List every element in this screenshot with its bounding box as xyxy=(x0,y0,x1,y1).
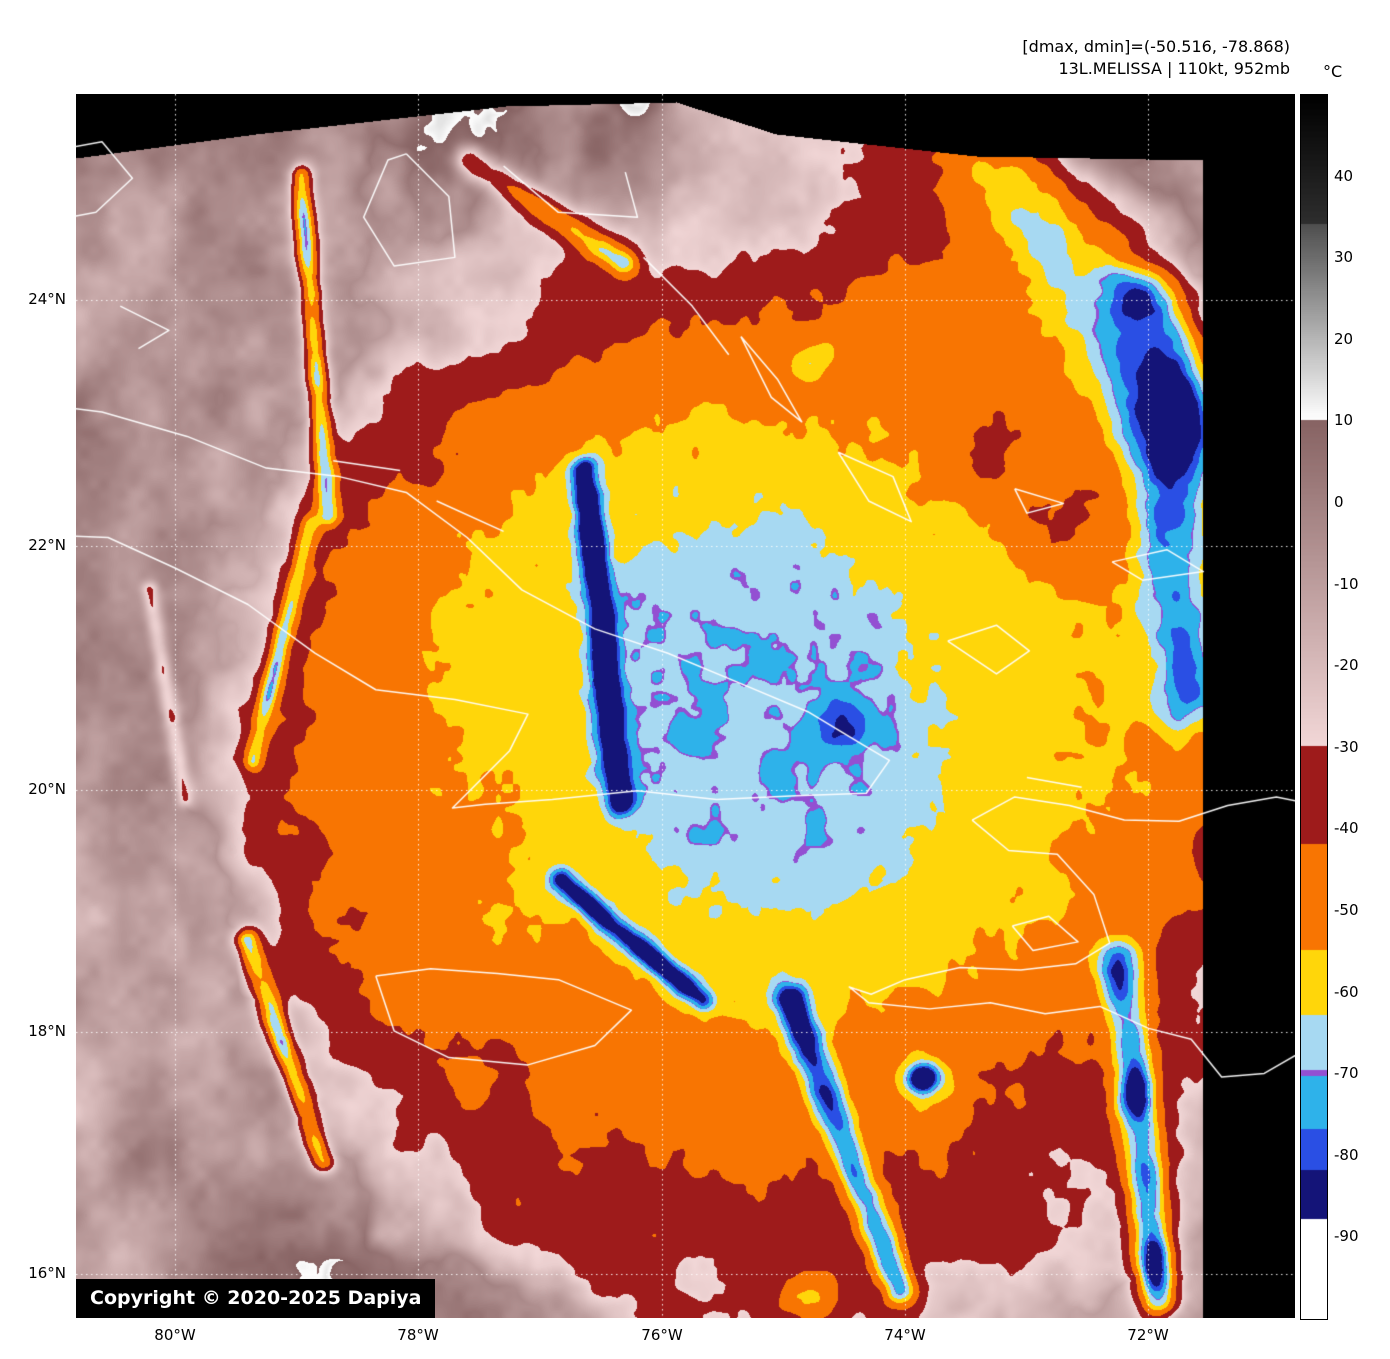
colorbar-tick-label: -30 xyxy=(1334,737,1359,756)
lon-tick-label: 78°W xyxy=(397,1326,439,1344)
lat-tick-label: 16°N xyxy=(28,1264,66,1282)
map-plot: Copyright © 2020-2025 Dapiya xyxy=(76,94,1295,1318)
colorbar-tick-label: -60 xyxy=(1334,982,1359,1001)
colorbar-tick-label: -80 xyxy=(1334,1145,1359,1164)
colorbar-tick-label: -50 xyxy=(1334,901,1359,919)
colorbar-tick-label: 0 xyxy=(1334,493,1344,511)
colorbar-tick-label: 30 xyxy=(1334,248,1354,267)
colorbar-tick-label: -40 xyxy=(1334,819,1359,838)
colorbar-tick-label: -90 xyxy=(1334,1227,1359,1246)
lat-tick-label: 24°N xyxy=(28,290,66,308)
lon-tick-label: 72°W xyxy=(1127,1326,1169,1344)
copyright-badge: Copyright © 2020-2025 Dapiya xyxy=(76,1279,436,1318)
lat-tick-label: 22°N xyxy=(28,536,66,554)
colorbar-tick-label: -10 xyxy=(1334,574,1359,593)
colorbar-tick-label: -70 xyxy=(1334,1064,1359,1083)
satellite-canvas xyxy=(76,94,1295,1318)
lat-tick-label: 18°N xyxy=(28,1022,66,1040)
colorbar-tick-label: -20 xyxy=(1334,656,1359,675)
colorbar xyxy=(1300,94,1328,1320)
lon-tick-label: 80°W xyxy=(154,1326,196,1344)
colorbar-tick-label: 40 xyxy=(1334,166,1354,185)
storm-intensity-readout: 13L.MELISSA | 110kt, 952mb xyxy=(1058,59,1290,79)
colorbar-unit-label: °C xyxy=(1323,62,1343,81)
lon-tick-label: 74°W xyxy=(884,1326,926,1344)
colorbar-tick-label: 20 xyxy=(1334,329,1354,348)
info-block: [dmax, dmin]=(-50.516, -78.868) 13L.MELI… xyxy=(1022,36,1290,81)
lon-tick-label: 76°W xyxy=(641,1326,683,1344)
dmax-dmin-readout: [dmax, dmin]=(-50.516, -78.868) xyxy=(1022,37,1290,56)
lat-tick-label: 20°N xyxy=(28,780,66,798)
colorbar-tick-label: 10 xyxy=(1334,411,1354,430)
